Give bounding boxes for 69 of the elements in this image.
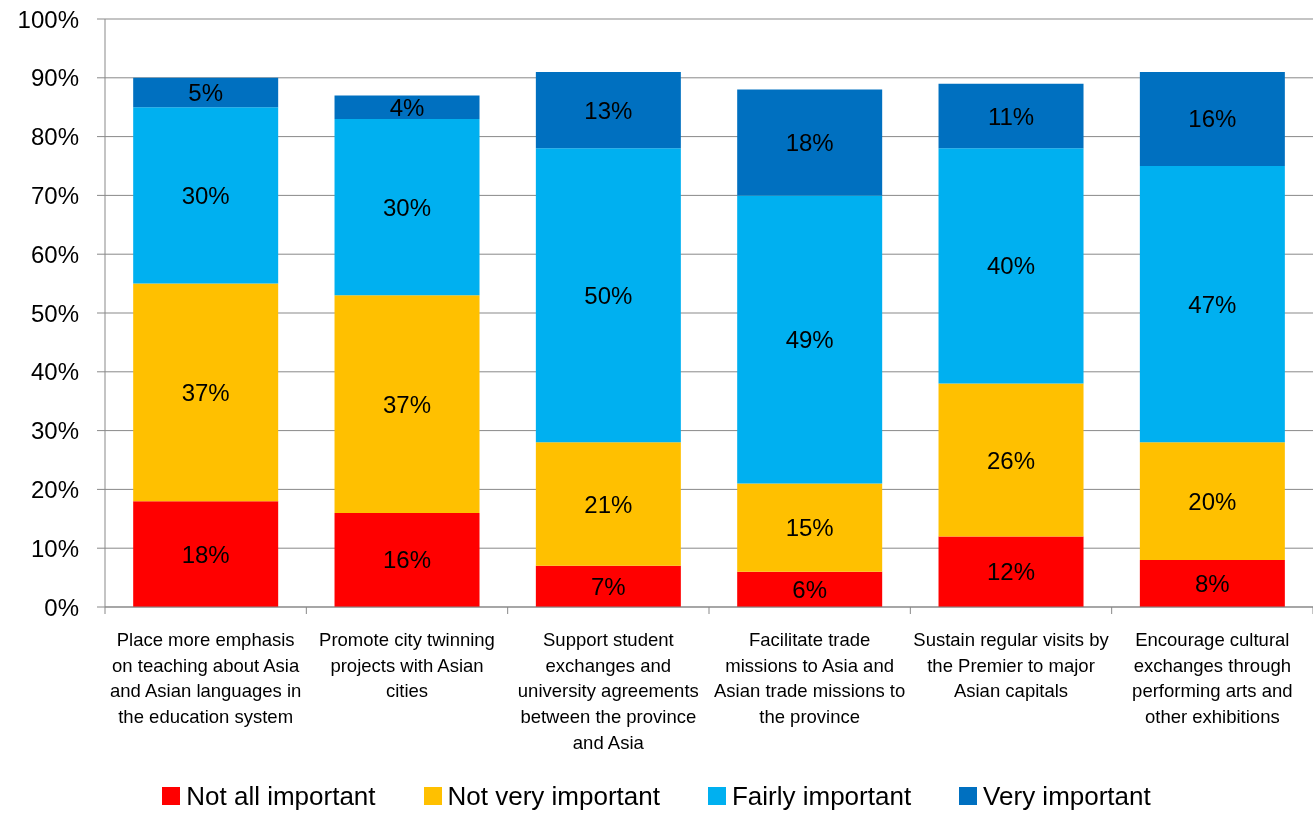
legend-label: Very important	[983, 780, 1151, 812]
x-tick-label: Facilitate trade missions to Asia and Asian trade missions to the province	[713, 628, 907, 730]
data-label: 18%	[181, 540, 230, 568]
data-label: 37%	[383, 390, 432, 418]
data-label: 7%	[591, 572, 626, 600]
x-tick-label: Sustain regular visits by the Premier to major Asian capitals	[912, 628, 1110, 704]
y-tick-label: 10%	[30, 534, 79, 562]
bar	[938, 148, 1084, 384]
bar	[334, 295, 480, 513]
bar	[737, 195, 883, 484]
y-tick-label: 80%	[30, 123, 79, 151]
data-label: 8%	[1195, 570, 1230, 597]
data-label: 47%	[1188, 290, 1237, 318]
bar	[737, 483, 883, 572]
bar	[334, 95, 480, 119]
data-label: 5%	[188, 79, 224, 107]
bar	[133, 77, 279, 108]
y-tick-label: 70%	[30, 181, 79, 209]
y-tick-label: 100%	[17, 5, 79, 33]
data-label: 50%	[584, 281, 633, 309]
bar	[334, 118, 480, 296]
bar	[938, 383, 1084, 537]
data-label: 12%	[987, 558, 1036, 586]
legend-label: Fairly important	[731, 780, 912, 812]
bar	[1139, 71, 1285, 166]
x-tick-label: Encourage cultural exchanges through performing arts and other exhibitions	[1131, 628, 1294, 730]
y-tick-label: 20%	[30, 475, 79, 503]
data-label: 4%	[389, 93, 425, 121]
data-label: 49%	[785, 325, 834, 353]
y-tick-label: 30%	[30, 417, 79, 445]
data-label: 40%	[987, 252, 1036, 280]
y-tick-label: 90%	[30, 64, 79, 92]
bar	[1139, 442, 1285, 560]
x-tick-label: Promote city twinning projects with Asian cities	[318, 628, 496, 704]
bar	[938, 536, 1084, 607]
data-label: 15%	[785, 514, 834, 542]
data-label: 18%	[785, 129, 834, 156]
data-label: 30%	[383, 193, 432, 221]
data-label: 20%	[1188, 487, 1237, 515]
legend-label: Not very important	[447, 780, 660, 812]
data-label: 30%	[181, 181, 230, 209]
data-label: 16%	[383, 546, 432, 574]
data-label: 16%	[1188, 105, 1237, 133]
x-tick-label: Place more emphasis on teaching about Asia and Asian languages in the education system	[109, 628, 303, 730]
x-tick-label: Support student exchanges and university agreements between the province and Asia	[516, 628, 700, 755]
bar	[938, 83, 1084, 149]
data-label: 21%	[584, 490, 633, 518]
bar	[133, 107, 279, 284]
bar	[535, 565, 681, 607]
bar	[334, 512, 480, 607]
data-label: 26%	[987, 446, 1036, 474]
legend-label: Not all important	[186, 780, 376, 812]
bar	[737, 571, 883, 607]
y-tick-label: 0%	[44, 593, 79, 621]
bar	[535, 442, 681, 566]
y-tick-label: 60%	[30, 240, 79, 268]
data-label: 6%	[792, 575, 828, 603]
data-label: 11%	[987, 102, 1035, 130]
bar	[133, 283, 279, 502]
bar	[535, 148, 681, 443]
bar	[133, 501, 279, 607]
y-tick-label: 40%	[30, 358, 79, 386]
y-tick-label: 50%	[30, 299, 79, 327]
bar	[737, 89, 883, 196]
data-label: 37%	[181, 378, 230, 406]
bar	[535, 71, 681, 149]
bar	[1139, 166, 1285, 443]
bar	[1139, 559, 1285, 607]
data-label: 13%	[584, 96, 633, 124]
